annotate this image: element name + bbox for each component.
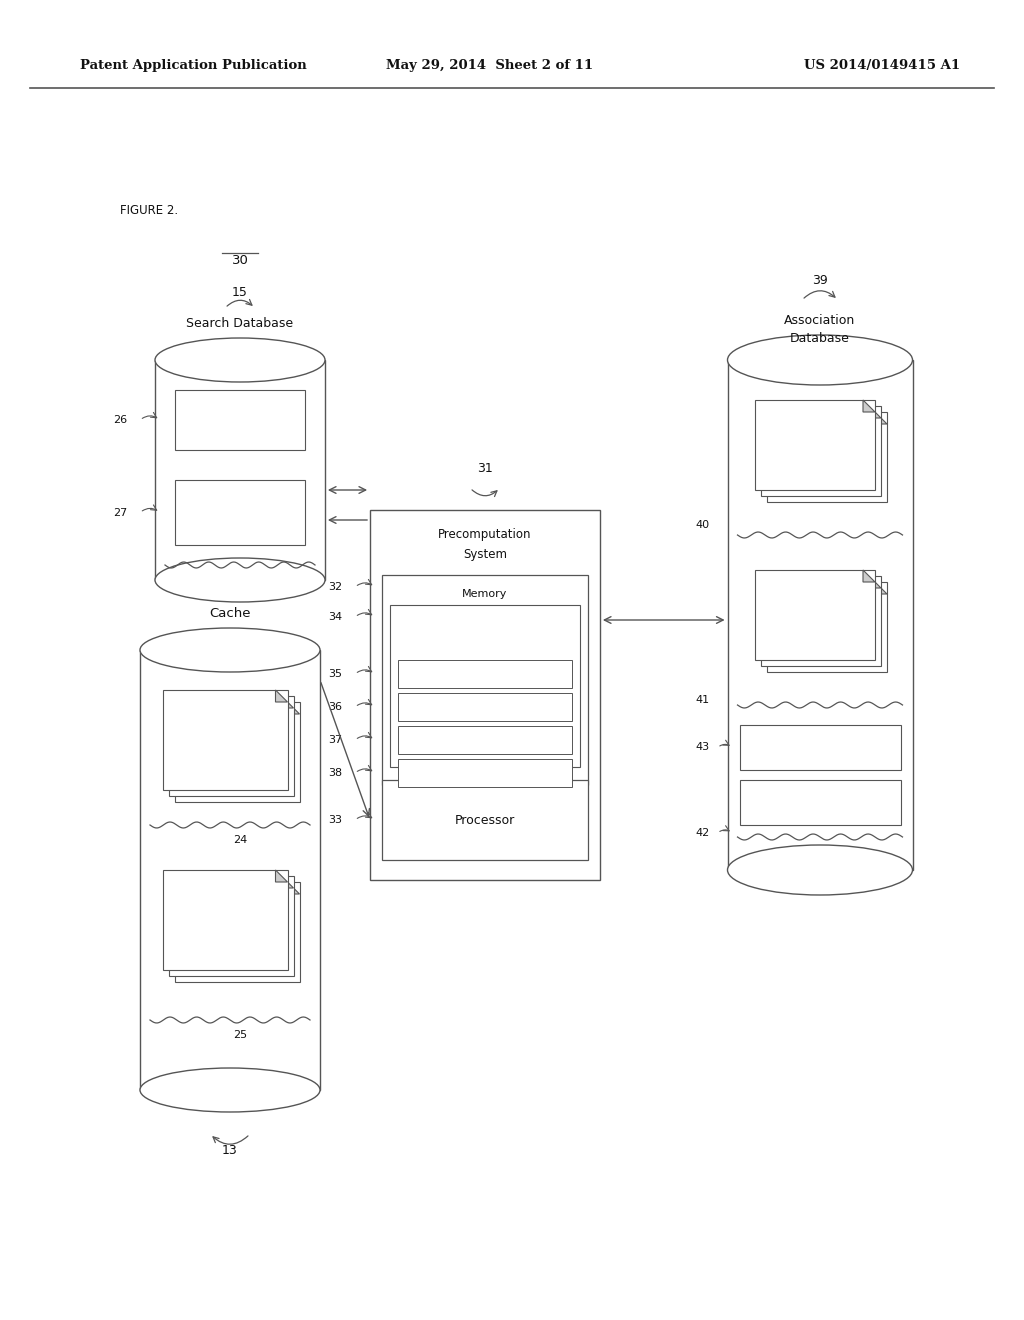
Text: 15: 15 — [232, 286, 248, 300]
Bar — [169, 876, 294, 975]
Polygon shape — [282, 876, 294, 888]
Text: 39: 39 — [812, 273, 827, 286]
Bar — [390, 605, 580, 767]
Text: Inverter: Inverter — [464, 768, 506, 777]
Text: Associations: Associations — [787, 797, 853, 808]
Polygon shape — [874, 412, 887, 424]
Text: Weights: Weights — [798, 742, 843, 752]
Bar — [169, 696, 294, 796]
Text: Queries: Queries — [212, 936, 258, 949]
Text: Prev Queries: Prev Queries — [205, 507, 275, 517]
Bar — [727, 360, 912, 870]
Text: Associator: Associator — [458, 669, 512, 678]
Text: Documents: Documents — [794, 627, 857, 638]
Text: 36: 36 — [328, 702, 342, 711]
Text: 37: 37 — [328, 735, 342, 744]
Text: Queries: Queries — [804, 457, 847, 467]
Text: 31: 31 — [477, 462, 493, 474]
Bar — [755, 570, 874, 660]
Bar — [767, 582, 887, 672]
Ellipse shape — [155, 338, 325, 381]
Text: 40: 40 — [695, 520, 710, 531]
Polygon shape — [288, 702, 299, 714]
Text: 24: 24 — [232, 836, 247, 845]
Text: Database: Database — [791, 333, 850, 345]
Bar — [767, 412, 887, 502]
Text: 35: 35 — [328, 669, 342, 678]
Ellipse shape — [727, 845, 912, 895]
Text: Engine: Engine — [467, 634, 503, 643]
Text: US 2014/0149415 A1: US 2014/0149415 A1 — [804, 58, 961, 71]
Text: Memory: Memory — [462, 589, 508, 599]
Ellipse shape — [727, 335, 912, 385]
Text: 43: 43 — [695, 742, 710, 752]
Text: Regenerator: Regenerator — [453, 735, 517, 744]
Bar — [761, 576, 881, 667]
Bar — [174, 702, 299, 803]
Bar — [175, 389, 305, 450]
Polygon shape — [282, 696, 294, 708]
Text: 25: 25 — [232, 1030, 247, 1040]
Text: 27: 27 — [113, 507, 127, 517]
Polygon shape — [863, 400, 874, 412]
Bar — [755, 400, 874, 490]
Text: Stored: Stored — [807, 440, 844, 450]
Bar — [398, 693, 572, 721]
Bar — [163, 870, 288, 970]
Polygon shape — [275, 870, 288, 882]
Bar — [370, 510, 600, 880]
Polygon shape — [863, 570, 874, 582]
Text: 30: 30 — [231, 253, 249, 267]
Text: Search Database: Search Database — [186, 317, 294, 330]
Text: 33: 33 — [328, 814, 342, 825]
Ellipse shape — [140, 628, 319, 672]
Text: 34: 34 — [328, 612, 342, 622]
Polygon shape — [874, 582, 887, 594]
Bar — [140, 649, 319, 1090]
Text: 32: 32 — [328, 582, 342, 591]
Text: Selector: Selector — [464, 702, 507, 711]
Ellipse shape — [140, 1068, 319, 1111]
Text: 42: 42 — [695, 828, 710, 838]
Bar — [398, 759, 572, 787]
Text: Query Log: Query Log — [211, 414, 268, 425]
Text: Association: Association — [784, 314, 856, 327]
Bar — [739, 780, 900, 825]
Text: May 29, 2014  Sheet 2 of 11: May 29, 2014 Sheet 2 of 11 — [386, 58, 594, 71]
Text: Documents: Documents — [202, 755, 268, 768]
Bar — [382, 780, 588, 861]
Text: System: System — [463, 548, 507, 561]
Bar — [761, 407, 881, 496]
Text: Processor: Processor — [455, 813, 515, 826]
Text: FIGURE 2.: FIGURE 2. — [120, 203, 178, 216]
Bar — [155, 360, 325, 579]
Bar — [398, 660, 572, 688]
Polygon shape — [288, 882, 299, 894]
Polygon shape — [869, 407, 881, 418]
Bar — [382, 576, 588, 785]
Polygon shape — [869, 576, 881, 587]
Text: Patent Application Publication: Patent Application Publication — [80, 58, 307, 71]
Text: Cached: Cached — [213, 916, 257, 929]
Bar — [163, 690, 288, 789]
Text: Stored: Stored — [807, 610, 844, 620]
Ellipse shape — [155, 558, 325, 602]
Text: 26: 26 — [113, 414, 127, 425]
Text: Precomputation: Precomputation — [438, 528, 531, 541]
Text: 41: 41 — [695, 696, 710, 705]
Text: Cache: Cache — [209, 607, 251, 620]
Bar — [398, 726, 572, 754]
Text: Precomputation: Precomputation — [443, 615, 526, 624]
Bar — [175, 480, 305, 545]
Bar — [174, 882, 299, 982]
Text: 38: 38 — [328, 768, 342, 777]
Text: Cached: Cached — [213, 737, 257, 750]
Text: 13: 13 — [222, 1143, 238, 1156]
Bar — [739, 725, 900, 770]
Polygon shape — [275, 690, 288, 702]
